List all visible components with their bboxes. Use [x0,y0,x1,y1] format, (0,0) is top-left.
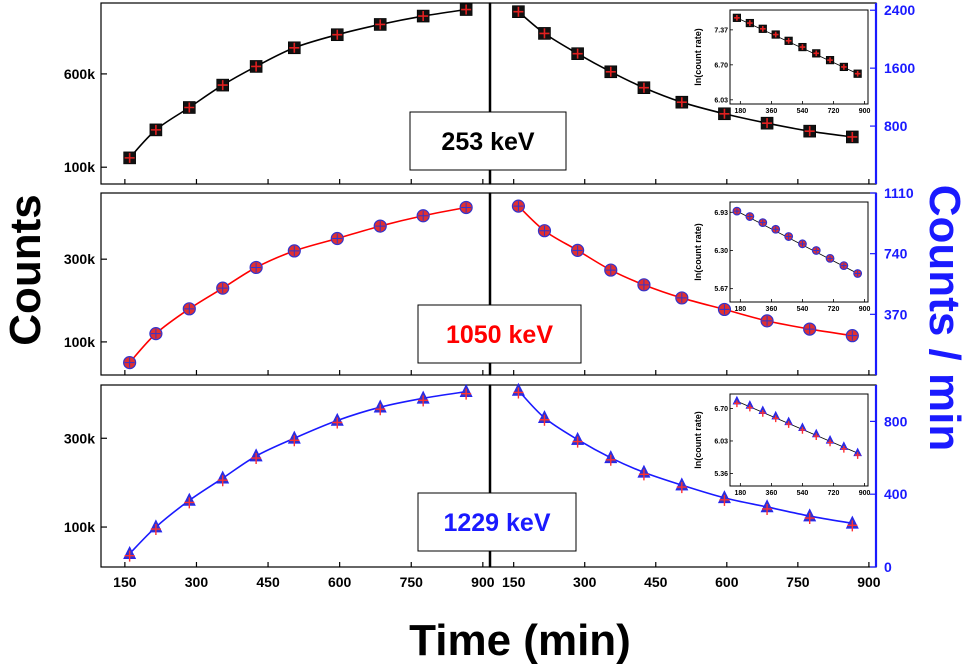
right-y-tick-label: 2400 [884,2,915,18]
inset-x-tick-label: 900 [859,490,871,497]
inset-x-tick-label: 720 [828,306,840,313]
marker-cross [513,387,523,398]
inset-x-tick-label: 720 [828,490,840,497]
x-tick-label: 450 [256,574,280,590]
inset-y-tick-label: 6.70 [714,406,728,413]
left-y-tick-label: 100k [64,334,95,350]
right-y-tick-label: 800 [884,118,908,134]
left-y-tick-label: 600k [64,66,95,82]
x-tick-label: 750 [400,574,424,590]
left-y-tick-label: 300k [64,430,95,446]
inset-plot: 6.03 6.70 7.37 180 360 540 720 900 ln(count rate… [693,10,870,115]
inset-y-tick-label: 6.70 [714,62,728,69]
marker-cross [461,389,471,400]
right-y-tick-label: 1110 [884,185,914,201]
inset-y-tick-label: 6.03 [714,97,728,104]
x-tick-label: 900 [857,574,881,590]
inset-y-tick-label: 7.37 [714,27,728,34]
marker-cross [151,524,161,535]
inset-y-tick-label: 6.03 [714,438,728,445]
inset-plot: 5.36 6.03 6.70 180 360 540 720 900 ln(count rate… [693,394,870,497]
x-tick-label: 450 [644,574,668,590]
left-y-tick-label: 300k [64,251,95,267]
inset-plot: 5.67 6.30 6.93 180 360 540 720 900 ln(count rate… [693,202,870,313]
inset-x-tick-label: 540 [797,108,809,115]
inset-x-tick-label: 540 [797,306,809,313]
marker-cross [184,497,194,508]
inset-y-tick-label: 5.67 [714,286,728,293]
left-series-line [130,207,466,362]
x-tick-label: 900 [471,574,495,590]
inset-x-tick-label: 900 [859,108,871,115]
inset-y-tick-label: 6.30 [714,248,728,255]
inset-y-axis-label: ln(count rate) [693,223,703,281]
right-y-tick-label: 740 [884,246,908,262]
x-axis-label: Time (min) [409,616,631,665]
x-tick-label: 150 [113,574,137,590]
x-tick-label: 750 [786,574,810,590]
panel-square: 100k 600k 800 1600 2400 6.03 6.70 7.37 180 360 540… [64,2,916,184]
energy-label: 253 keV [441,128,534,156]
panel-circle: 100k 300k 370 740 1110 5.67 6.30 6.93 180 360 540 7… [64,185,914,375]
inset-y-tick-label: 5.36 [714,471,728,478]
right-y-tick-label: 1600 [884,60,915,76]
inset-y-tick-label: 6.93 [714,210,728,217]
marker-cross [218,475,228,486]
panel-triangle: 100k 300k 0 400 800 5.36 6.03 6.70 180 360 540 720 9… [64,383,908,575]
energy-label: 1229 keV [443,509,550,537]
left-y-tick-label: 100k [64,159,95,175]
inset-y-axis-label: ln(count rate) [693,28,703,86]
marker-cross [125,551,135,562]
right-y-tick-label: 370 [884,306,908,322]
x-tick-label: 300 [185,574,209,590]
x-tick-label: 600 [715,574,739,590]
x-tick-label: 150 [502,574,526,590]
inset-x-tick-label: 180 [735,108,747,115]
inset-x-tick-label: 540 [797,490,809,497]
inset-x-tick-label: 180 [735,306,747,313]
right-y-tick-label: 0 [884,559,892,575]
left-axis-label: Counts [1,194,50,346]
inset-x-tick-label: 360 [766,306,778,313]
inset-x-tick-label: 360 [766,108,778,115]
left-y-tick-label: 100k [64,519,95,535]
x-tick-label: 300 [573,574,597,590]
inset-x-tick-label: 360 [766,490,778,497]
inset-x-tick-label: 720 [828,108,840,115]
inset-y-axis-label: ln(count rate) [693,411,703,469]
marker-cross [539,415,549,426]
left-series-line [130,392,466,554]
energy-label: 1050 keV [446,321,553,349]
x-tick-label: 600 [328,574,352,590]
right-axis-label: Counts / min [920,185,964,451]
inset-x-tick-label: 900 [859,306,871,313]
inset-x-tick-label: 180 [735,490,747,497]
right-y-tick-label: 400 [884,486,908,502]
right-y-tick-label: 800 [884,413,908,429]
